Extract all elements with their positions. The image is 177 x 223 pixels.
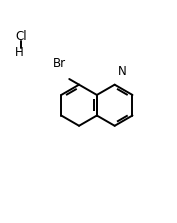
Text: Cl: Cl bbox=[15, 30, 27, 43]
Text: H: H bbox=[15, 46, 24, 59]
Text: N: N bbox=[118, 65, 127, 78]
Text: Br: Br bbox=[53, 57, 66, 70]
